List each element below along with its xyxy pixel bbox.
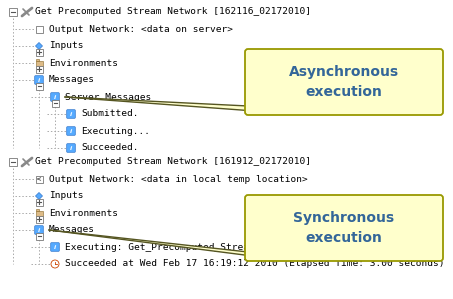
Text: Output Network: <data in local temp location>: Output Network: <data in local temp loca… [49, 175, 308, 184]
Polygon shape [35, 193, 43, 199]
FancyBboxPatch shape [245, 49, 443, 115]
Bar [9, 158, 17, 166]
Bar [35, 199, 43, 205]
Bar [52, 100, 58, 106]
Text: Succeeded at Wed Feb 17 16:19:12 2010 (Elapsed Time: 3.00 seconds): Succeeded at Wed Feb 17 16:19:12 2010 (E… [65, 260, 444, 269]
FancyBboxPatch shape [51, 243, 59, 251]
Polygon shape [49, 230, 268, 258]
Text: Executing: Get_Precomputed_Stream_Network "40 Hectares": Executing: Get_Precomputed_Stream_Networ… [65, 242, 381, 251]
Text: Synchronous
execution: Synchronous execution [294, 211, 395, 245]
Text: Executing...: Executing... [81, 126, 150, 135]
Text: i: i [70, 146, 72, 151]
Bar [35, 209, 39, 211]
FancyBboxPatch shape [51, 93, 59, 101]
Bar [35, 48, 43, 56]
Text: Server Messages: Server Messages [65, 92, 151, 101]
Text: Submitted.: Submitted. [81, 109, 139, 118]
Bar [35, 59, 39, 61]
Bar [35, 176, 43, 182]
FancyBboxPatch shape [67, 110, 75, 118]
Circle shape [51, 260, 59, 268]
Text: i: i [54, 245, 56, 250]
Bar [35, 233, 43, 239]
Text: Get Precomputed Stream Network [161912_02172010]: Get Precomputed Stream Network [161912_0… [35, 158, 311, 167]
Polygon shape [35, 42, 43, 50]
FancyBboxPatch shape [35, 226, 43, 234]
Text: Messages: Messages [49, 76, 95, 85]
Bar [35, 25, 43, 33]
Polygon shape [65, 97, 268, 112]
Bar [9, 8, 17, 16]
Text: Get Precomputed Stream Network [162116_02172010]: Get Precomputed Stream Network [162116_0… [35, 7, 311, 16]
FancyBboxPatch shape [35, 76, 43, 84]
Text: Inputs: Inputs [49, 191, 83, 201]
Bar [35, 216, 43, 222]
Text: i: i [70, 129, 72, 134]
Bar [35, 83, 43, 89]
Text: i: i [54, 95, 56, 100]
Text: Environments: Environments [49, 208, 118, 217]
Bar [35, 65, 43, 72]
Text: i: i [70, 112, 72, 117]
Text: Messages: Messages [49, 225, 95, 234]
Text: Asynchronous
execution: Asynchronous execution [289, 65, 399, 99]
FancyBboxPatch shape [245, 195, 443, 261]
Text: i: i [38, 78, 40, 83]
FancyBboxPatch shape [67, 127, 75, 135]
Text: Succeeded.: Succeeded. [81, 144, 139, 152]
Bar [35, 210, 43, 216]
Text: Inputs: Inputs [49, 42, 83, 51]
FancyBboxPatch shape [67, 144, 75, 152]
Text: i: i [38, 228, 40, 233]
Text: Environments: Environments [49, 59, 118, 68]
Text: Output Network: <data on server>: Output Network: <data on server> [49, 25, 233, 33]
Bar [35, 60, 43, 65]
